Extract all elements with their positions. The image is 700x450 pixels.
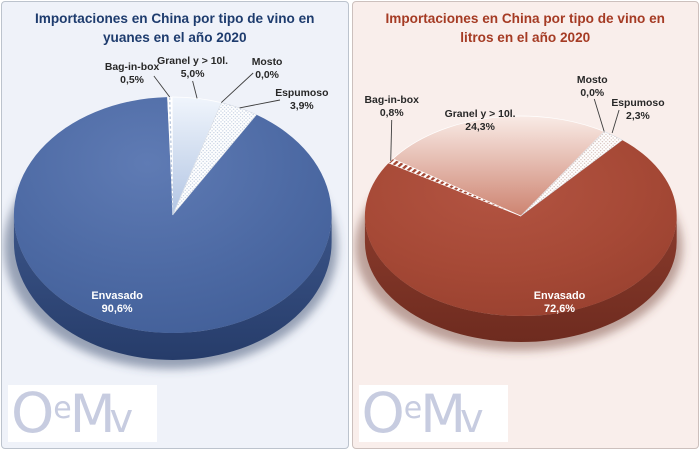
oemv-logo: OeMv (8, 385, 157, 442)
slice-value-envasado: 72,6% (544, 303, 575, 315)
slice-value-bag-in-box: 0,5% (120, 75, 144, 86)
chart-panel-litros: Importaciones en China por tipo de vino … (351, 1, 699, 449)
slice-label-envasado: Envasado (533, 290, 585, 302)
pie-side-wall (13, 215, 332, 360)
slice-granel-y-10l (391, 115, 605, 217)
slice-label-bag-in-box: Bag-in-box (364, 95, 419, 106)
slice-label-espumoso: Espumoso (275, 88, 328, 99)
leader-line-mosto (221, 72, 254, 103)
leader-line-espumoso (239, 99, 281, 109)
slice-label-granel-y-10l: Granel y > 10l. (444, 109, 515, 120)
slice-value-granel-y-10l: 24,3% (465, 122, 495, 133)
slice-value-espumoso: 3,9% (290, 101, 314, 112)
logo-letter-e: e (53, 391, 72, 426)
logo-letter-m: M (420, 385, 466, 442)
logo-letter-o: O (11, 385, 54, 442)
leader-line-mosto (593, 98, 605, 132)
logo-letter-m: M (69, 385, 116, 442)
slice-bag-in-box-dashes (169, 97, 174, 216)
slice-value-espumoso: 2,3% (626, 111, 650, 122)
chart-title-line2: litros en el año 2020 (460, 30, 591, 46)
chart-title-litros: Importaciones en China por tipo de vino … (361, 9, 691, 48)
slice-label-mosto: Mosto (576, 75, 607, 86)
slice-label-mosto: Mosto (252, 57, 283, 68)
chart-title-yuanes: Importaciones en China por tipo de vino … (10, 9, 340, 48)
logo-letter-v: v (109, 396, 134, 442)
slice-label-espumoso: Espumoso (611, 98, 664, 109)
oemv-logo: OeMv (358, 385, 508, 442)
chart-title-line1: Importaciones en China por tipo de vino … (385, 11, 665, 26)
slice-label-bag-in-box: Bag-in-box (105, 62, 160, 73)
leader-line-bag-in-box (153, 75, 171, 98)
logo-letter-e: e (403, 391, 423, 426)
logo-letter-o: O (361, 385, 405, 442)
slice-label-granel-y-10l: Granel y > 10l. (157, 56, 228, 67)
pie-side-wall (364, 216, 677, 342)
slice-value-mosto: 0,0% (580, 88, 604, 99)
slice-espumoso (172, 102, 257, 216)
slice-label-envasado: Envasado (91, 290, 143, 302)
slice-value-bag-in-box: 0,8% (379, 108, 403, 119)
leader-line-bag-in-box (389, 119, 392, 161)
slice-value-envasado: 90,6% (102, 303, 133, 315)
slice-value-granel-y-10l: 5,0% (181, 69, 205, 80)
pie-chart-litros: Bag-in-box 0,8% Granel y > 10l. 24,3% Mosto 0… (354, 75, 683, 351)
pie-chart-yuanes: Bag-in-box 0,5% Granel y > 10l. 5,0% Mosto 0,… (3, 56, 338, 369)
slice-value-mosto: 0,0% (255, 70, 279, 81)
slice-espumoso (520, 131, 623, 217)
chart-panel-yuanes: Importaciones en China por tipo de vino … (1, 1, 349, 449)
leader-line-granel-y-10l (192, 80, 198, 99)
leader-line-espumoso (611, 109, 620, 134)
logo-letter-v: v (460, 396, 484, 442)
chart-title-line1: Importaciones en China por tipo de vino … (35, 11, 315, 26)
chart-title-line2: yuanes en el año 2020 (102, 30, 247, 46)
slice-envasado (364, 140, 677, 317)
